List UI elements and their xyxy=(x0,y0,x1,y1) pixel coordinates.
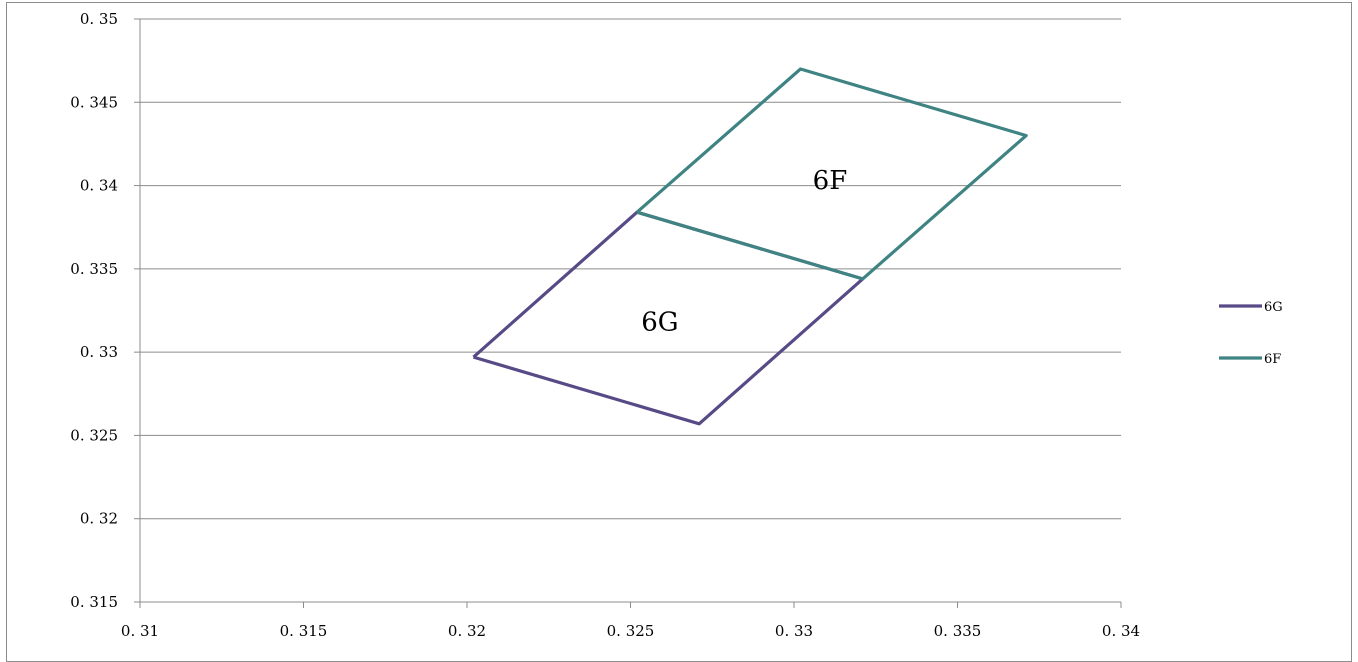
y-tick-label: 0. 34 xyxy=(80,177,118,195)
annotations: 6F 6G xyxy=(641,166,847,338)
x-tick-label: 0. 31 xyxy=(121,622,159,640)
x-tick-label: 0. 325 xyxy=(607,622,655,640)
grid-lines xyxy=(140,18,1121,520)
legend: 6G 6F xyxy=(1219,300,1283,367)
x-tick-label: 0. 32 xyxy=(448,622,486,640)
chart-frame xyxy=(6,2,1352,662)
y-tick-label: 0. 32 xyxy=(80,510,118,528)
y-tick-label: 0. 35 xyxy=(80,10,118,28)
y-tick-label: 0. 33 xyxy=(80,343,118,361)
axes: 0. 315 0. 32 0. 325 0. 33 0. 335 0. 34 0. 345 0… xyxy=(70,10,1140,640)
x-tick-label: 0. 33 xyxy=(775,622,813,640)
series-line-6f xyxy=(635,67,1028,281)
y-tick-label: 0. 325 xyxy=(70,426,118,444)
x-tick-label: 0. 34 xyxy=(1102,622,1140,640)
legend-label-6f: 6F xyxy=(1264,352,1281,367)
y-tick-label: 0. 345 xyxy=(70,93,118,111)
y-tick-label: 0. 335 xyxy=(70,260,118,278)
series-group xyxy=(472,67,1028,426)
y-tick-label: 0. 315 xyxy=(70,593,118,611)
legend-label-6g: 6G xyxy=(1264,300,1283,315)
region-label-6g: 6G xyxy=(641,307,678,337)
x-tick-label: 0. 335 xyxy=(934,622,982,640)
region-label-6f: 6F xyxy=(813,166,848,196)
x-tick-label: 0. 315 xyxy=(280,622,328,640)
